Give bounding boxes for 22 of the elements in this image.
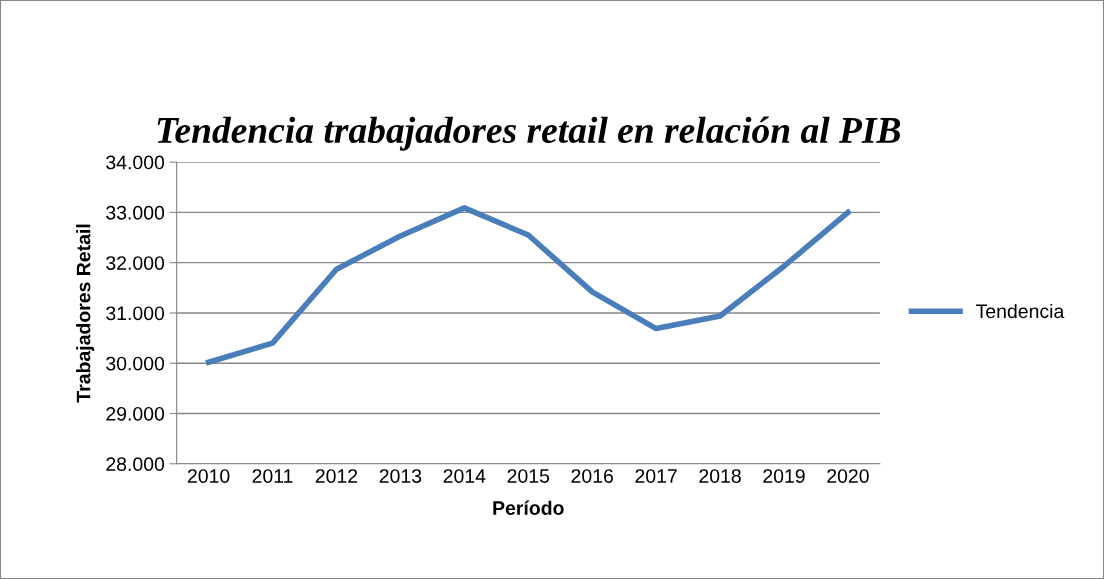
x-tick-label: 2010 — [187, 469, 230, 483]
chart-title: Tendencia trabajadores retail en relación al PIB — [157, 116, 901, 151]
x-tick-label: 2017 — [635, 469, 677, 483]
y-axis-title: Trabajadores Retail — [76, 224, 95, 403]
y-tick-label: 34.000 — [106, 155, 165, 170]
y-tick-label: 30.000 — [106, 356, 165, 371]
x-tick-label: 2012 — [315, 469, 358, 483]
x-tick-label: 2018 — [699, 469, 741, 483]
y-tick-label: 28.000 — [106, 457, 165, 472]
x-tick-label: 2020 — [827, 469, 869, 483]
x-tick-label: 2015 — [507, 469, 550, 483]
x-tick-label: 2013 — [379, 469, 422, 483]
y-tick-label: 29.000 — [106, 406, 165, 421]
y-tick-label: 32.000 — [106, 256, 165, 270]
x-axis-title: Período — [493, 500, 564, 515]
x-tick-label: 2019 — [763, 469, 805, 483]
x-tick-label: 2014 — [443, 469, 486, 483]
y-tick-label: 33.000 — [106, 205, 165, 220]
x-tick-label: 2011 — [252, 469, 293, 483]
x-tick-label: 2016 — [571, 469, 613, 483]
legend-label: Tendencia — [976, 303, 1065, 319]
y-tick-label: 31.000 — [106, 306, 165, 321]
